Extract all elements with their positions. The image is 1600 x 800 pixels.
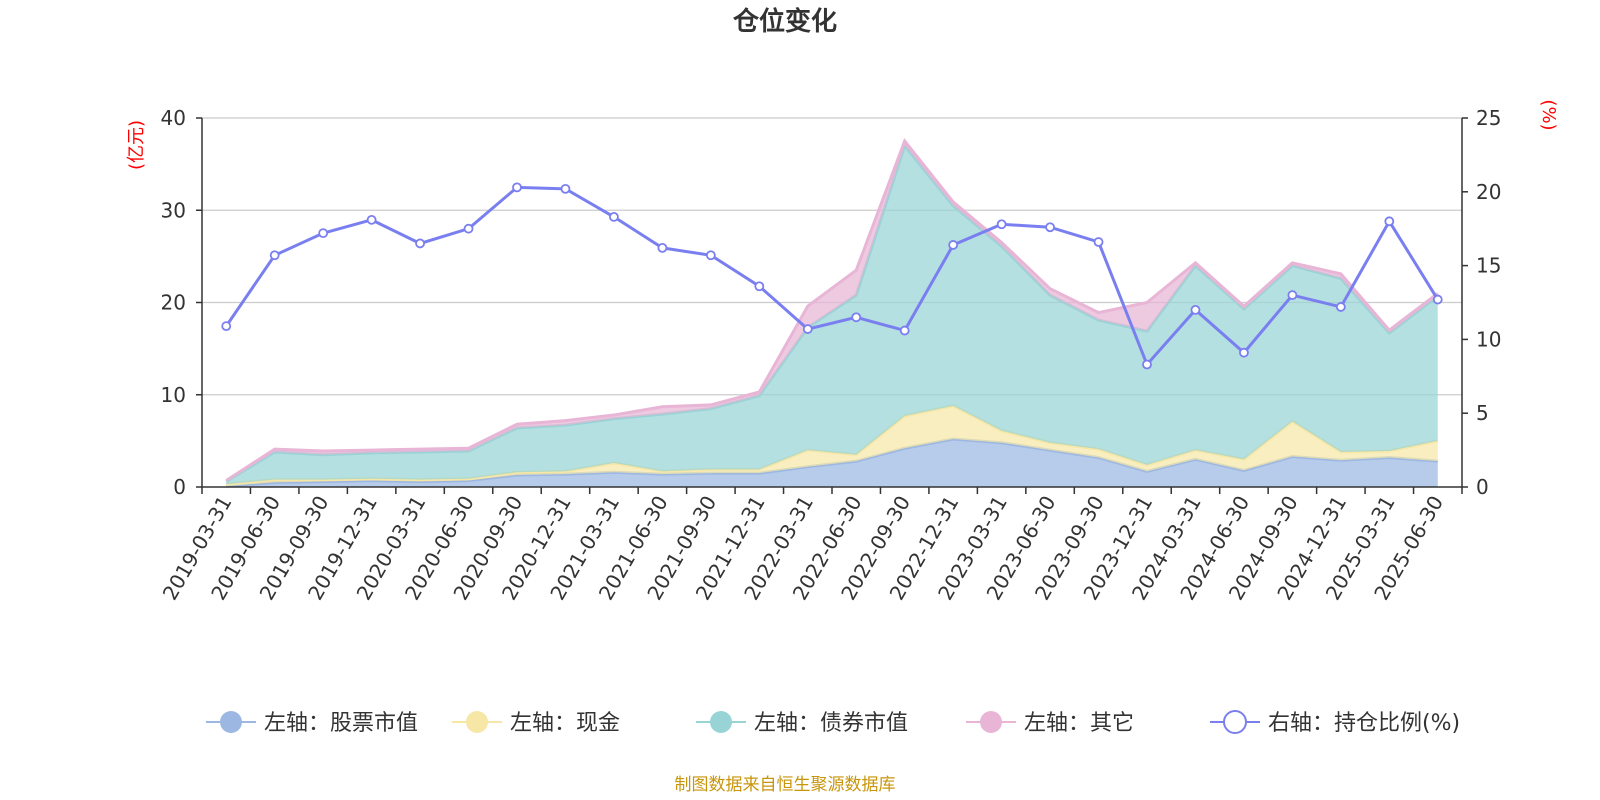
area-edge-series-4 <box>225 138 1439 482</box>
source-note: 制图数据来自恒生聚源数据库 <box>675 775 896 795</box>
stacked-areas <box>225 138 1439 488</box>
legend-symbol <box>980 711 1002 733</box>
legend-label: 左轴：债券市值 <box>754 711 908 736</box>
ratio-point <box>609 211 619 222</box>
ratio-point <box>221 321 232 332</box>
chart-title: 仓位变化 <box>732 6 837 37</box>
left-tick-label: 30 <box>161 198 186 222</box>
left-tick-label: 40 <box>161 106 186 130</box>
area-series-3 <box>226 145 1438 485</box>
ratio-point <box>657 242 668 253</box>
holding-ratio-line <box>221 182 1443 370</box>
ratio-point <box>899 325 910 336</box>
right-tick-label: 15 <box>1476 254 1501 278</box>
legend-label: 左轴：其它 <box>1024 711 1134 736</box>
legend-symbol <box>1223 710 1247 734</box>
legend-item-5[interactable]: 右轴：持仓比例(%) <box>1210 710 1460 736</box>
ratio-point <box>560 183 571 194</box>
ratio-point <box>1287 290 1298 301</box>
right-tick-label: 10 <box>1476 327 1501 351</box>
legend-symbol <box>710 711 732 733</box>
ratio-point <box>996 219 1007 230</box>
legend-item-4[interactable]: 左轴：其它 <box>966 711 1134 736</box>
left-tick-label: 20 <box>161 291 186 315</box>
ratio-point <box>318 228 329 239</box>
ratio-point <box>1190 304 1201 315</box>
ratio-point <box>512 182 522 193</box>
legend-item-3[interactable]: 左轴：债券市值 <box>696 711 908 736</box>
left-axis-unit: (亿元) <box>126 120 147 170</box>
ratio-point <box>366 214 377 225</box>
left-tick-label: 0 <box>173 475 186 499</box>
ratio-point <box>1142 359 1152 370</box>
right-tick-label: 20 <box>1476 180 1501 204</box>
legend[interactable]: 左轴：股票市值 左轴：现金 左轴：债券市值 左轴：其它 右轴：持仓比例(%) <box>206 710 1460 736</box>
ratio-point <box>1045 222 1055 233</box>
ratio-point <box>1093 237 1104 247</box>
ratio-point <box>802 324 813 334</box>
ratio-point <box>463 223 474 234</box>
area-series-2 <box>226 405 1438 487</box>
right-tick-label: 5 <box>1476 401 1489 425</box>
ratio-point <box>754 281 765 292</box>
ratio-point <box>705 250 716 261</box>
legend-label: 左轴：现金 <box>510 711 620 736</box>
ratio-point <box>1335 302 1346 312</box>
legend-symbol <box>220 711 242 733</box>
ratio-point <box>948 240 959 250</box>
ratio-point <box>851 312 862 323</box>
ratio-point <box>1239 347 1249 358</box>
ratio-point <box>1384 216 1395 227</box>
ratio-point <box>415 238 425 249</box>
legend-item-1[interactable]: 左轴：股票市值 <box>206 711 418 736</box>
ratio-point <box>269 250 280 261</box>
left-tick-label: 10 <box>161 383 186 407</box>
legend-label: 左轴：股票市值 <box>264 711 418 736</box>
right-tick-label: 0 <box>1476 475 1489 499</box>
legend-item-2[interactable]: 左轴：现金 <box>452 711 620 736</box>
legend-symbol <box>466 711 488 733</box>
ratio-point <box>1432 294 1443 305</box>
right-tick-label: 25 <box>1476 106 1501 130</box>
ratio-line-path <box>224 185 1440 368</box>
right-axis-unit: (%) <box>1538 99 1559 130</box>
legend-label: 右轴：持仓比例(%) <box>1268 711 1460 736</box>
